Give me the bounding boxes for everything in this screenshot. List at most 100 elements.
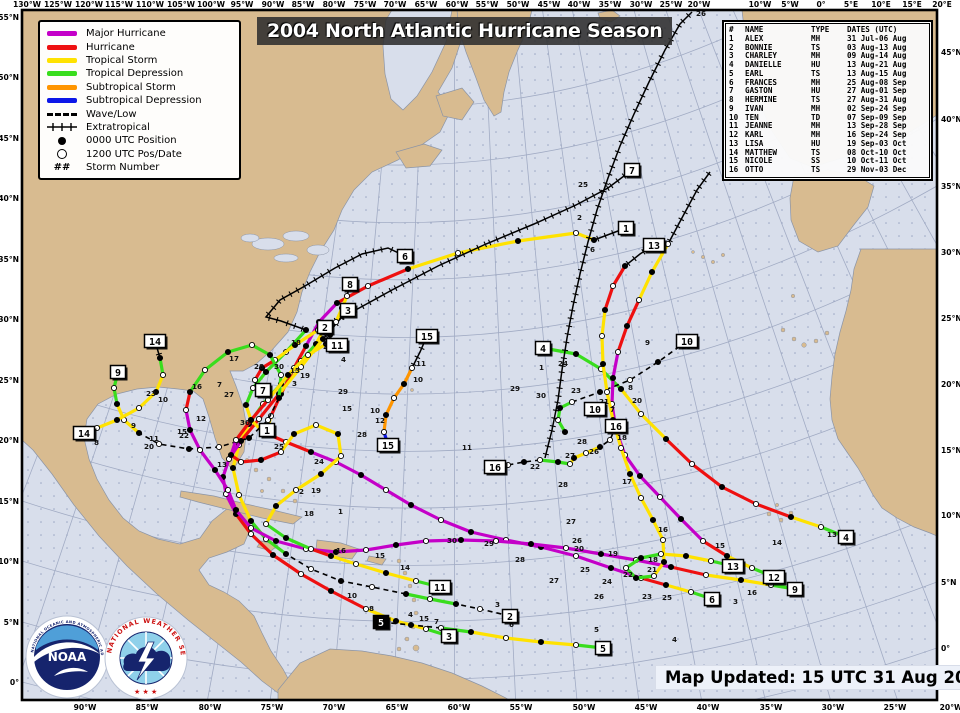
- land-puerto-rico: [366, 555, 387, 566]
- svg-text:1: 1: [623, 224, 629, 235]
- legend-swatch-dot0: [47, 134, 77, 147]
- legend-label: Storm Number: [86, 162, 160, 174]
- storm-number-1: 1: [258, 422, 277, 439]
- svg-text:40°N: 40°N: [941, 115, 960, 124]
- legend-item-subtropical-storm: Subtropical Storm: [47, 81, 232, 94]
- legend-swatch-ex: [47, 121, 77, 134]
- svg-text:5°E: 5°E: [844, 0, 858, 9]
- svg-text:9: 9: [115, 368, 121, 379]
- svg-text:1: 1: [338, 507, 343, 516]
- svg-text:25: 25: [578, 180, 588, 189]
- svg-text:80°W: 80°W: [199, 703, 222, 712]
- cell-type: HU: [811, 60, 821, 69]
- svg-text:15°E: 15°E: [902, 0, 922, 9]
- cell-type: MH: [811, 121, 821, 131]
- legend-item-tropical-depression: Tropical Depression: [47, 67, 232, 80]
- storm-table-row: 16 OTTO TS 29 Nov-03 Dec: [729, 165, 926, 175]
- svg-text:20°N: 20°N: [941, 380, 960, 389]
- svg-text:30°N: 30°N: [941, 248, 960, 257]
- svg-text:26: 26: [572, 536, 582, 545]
- svg-text:2: 2: [507, 612, 513, 623]
- svg-text:27: 27: [224, 390, 234, 399]
- svg-text:90°W: 90°W: [74, 703, 97, 712]
- svg-text:15: 15: [382, 441, 394, 452]
- svg-text:3: 3: [446, 632, 452, 643]
- svg-text:35°N: 35°N: [0, 255, 19, 264]
- storm-number-9: 9: [109, 364, 128, 381]
- svg-text:8: 8: [628, 383, 633, 392]
- svg-text:3: 3: [733, 597, 738, 606]
- svg-text:11: 11: [331, 341, 343, 352]
- svg-text:30°N: 30°N: [0, 315, 19, 324]
- storm-number-4: 4: [837, 529, 856, 546]
- svg-text:27: 27: [565, 451, 575, 460]
- cell-name: ALEX: [745, 33, 764, 43]
- svg-text:55°N: 55°N: [0, 13, 19, 22]
- land-newfoundland: [435, 87, 475, 121]
- svg-text:28: 28: [577, 437, 587, 446]
- svg-text:20: 20: [144, 442, 154, 451]
- svg-text:10: 10: [370, 406, 380, 415]
- svg-text:1: 1: [264, 426, 270, 437]
- svg-text:24: 24: [558, 359, 568, 368]
- svg-text:29: 29: [338, 387, 348, 396]
- svg-text:30°W: 30°W: [630, 0, 653, 9]
- cell-dates: 03 Aug-13 Aug: [847, 42, 907, 52]
- storm-number-14: 14: [143, 333, 168, 350]
- svg-text:55°W: 55°W: [476, 0, 499, 9]
- svg-text:25°W: 25°W: [660, 0, 683, 9]
- svg-text:40°N: 40°N: [0, 194, 19, 203]
- storm-number-6: 6: [396, 248, 415, 265]
- svg-text:8: 8: [347, 280, 353, 291]
- svg-text:10: 10: [413, 375, 423, 384]
- land-africa: [829, 248, 937, 537]
- cell-type: TD: [811, 112, 821, 122]
- svg-text:20°W: 20°W: [940, 703, 960, 712]
- svg-text:16: 16: [192, 382, 202, 391]
- svg-text:35°W: 35°W: [599, 0, 622, 9]
- legend-item-tropical-storm: Tropical Storm: [47, 54, 232, 67]
- cell-dates: 27 Aug-01 Sep: [847, 86, 907, 96]
- storm-track-lisa: [598, 244, 737, 582]
- svg-text:8: 8: [94, 438, 99, 447]
- svg-text:6: 6: [590, 245, 595, 254]
- cell-num: 16: [729, 165, 739, 174]
- agency-logos: NOAA NATIONAL OCEANIC AND ATMOSPHERIC AD…: [24, 614, 194, 709]
- svg-text:25: 25: [580, 565, 590, 574]
- storm-table-row: 15 NICOLE SS 10 Oct-11 Oct: [729, 156, 926, 166]
- svg-text:23: 23: [642, 592, 652, 601]
- svg-text:30: 30: [274, 362, 284, 371]
- storm-table-row: 11 JEANNE MH 13 Sep-28 Sep: [729, 121, 926, 131]
- svg-text:65°W: 65°W: [386, 703, 409, 712]
- map-frame: [20, 8, 939, 702]
- svg-text:25°N: 25°N: [941, 314, 960, 323]
- noaa-emblem: NOAA NATIONAL OCEANIC AND ATMOSPHERIC AD…: [24, 614, 109, 699]
- storm-number-9: 9: [786, 581, 805, 598]
- svg-text:23: 23: [146, 389, 156, 398]
- svg-text:85°W: 85°W: [292, 0, 315, 9]
- cell-num: 11: [729, 121, 739, 131]
- storm-number-8: 8: [341, 276, 360, 293]
- cell-num: 10: [729, 112, 739, 122]
- cell-type: MH: [811, 130, 821, 139]
- svg-text:120°W: 120°W: [75, 0, 104, 9]
- svg-text:15: 15: [177, 427, 187, 436]
- legend-swatch-ss: [47, 81, 77, 94]
- svg-text:4: 4: [408, 610, 413, 619]
- svg-text:13: 13: [827, 530, 837, 539]
- svg-text:29: 29: [484, 539, 494, 548]
- svg-text:30: 30: [240, 418, 250, 427]
- storm-number-7: 7: [254, 382, 273, 399]
- storm-number-boxes: 1122334455667789910101111121313141415151…: [72, 162, 856, 657]
- storm-table-row: 1 ALEX MH 31 Jul-06 Aug: [729, 33, 926, 44]
- cell-dates: 13 Aug-15 Aug: [847, 68, 907, 78]
- legend-item-subtropical-depression: Subtropical Depression: [47, 94, 232, 107]
- svg-text:45°W: 45°W: [538, 0, 561, 9]
- storm-table-row: 7 GASTON HU 27 Aug-01 Sep: [729, 86, 926, 96]
- svg-text:4: 4: [672, 635, 677, 644]
- legend-swatch-sd: [47, 94, 77, 107]
- svg-text:8: 8: [369, 604, 374, 613]
- cell-dates: DATES (UTC): [847, 25, 898, 34]
- svg-text:12: 12: [196, 414, 206, 423]
- cell-num: 3: [729, 51, 734, 61]
